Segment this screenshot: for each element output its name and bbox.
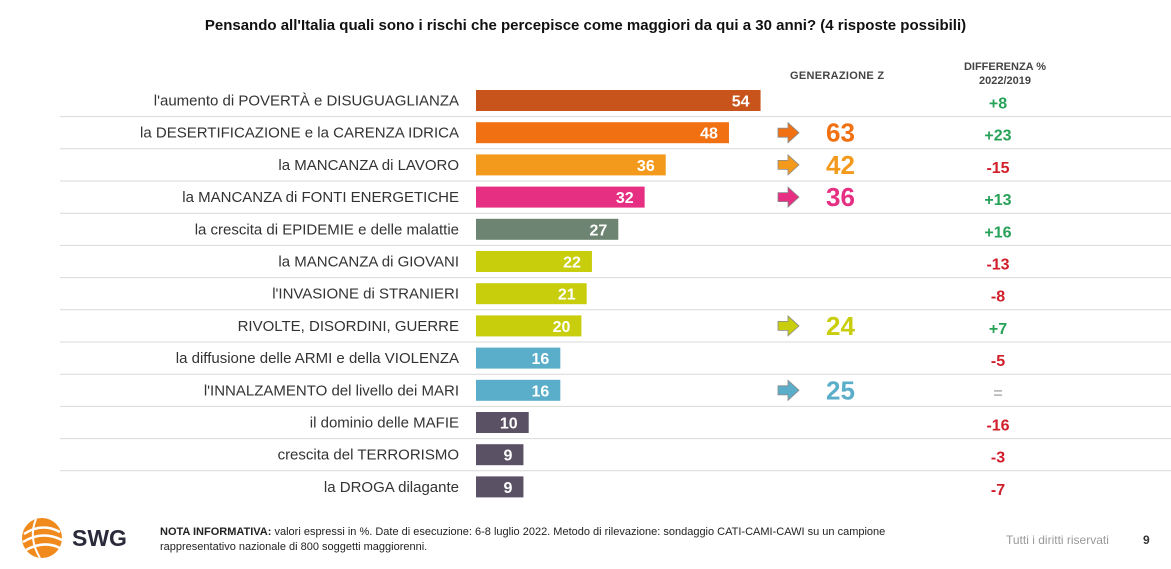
category-label: la DROGA dilagante — [324, 479, 459, 496]
difference-value: -13 — [986, 257, 1009, 274]
difference-value: -7 — [991, 482, 1005, 499]
difference-header-line2: 2022/2019 — [979, 75, 1031, 87]
category-label: la MANCANZA di GIOVANI — [278, 254, 459, 271]
difference-value: -5 — [991, 353, 1005, 370]
rights-text: Tutti i diritti riservati — [1006, 533, 1109, 547]
category-label: l'INVASIONE di STRANIERI — [272, 286, 459, 303]
difference-value: -15 — [986, 160, 1009, 177]
difference-value: +16 — [984, 224, 1011, 241]
arrow-icon — [777, 186, 800, 209]
difference-header-line1: DIFFERENZA % — [963, 61, 1047, 73]
category-label: l'INNALZAMENTO del livello dei MARI — [204, 382, 459, 399]
footer-note-text: valori espressi in %. Date di esecuzione… — [160, 526, 886, 553]
bar-value-label: 36 — [637, 158, 655, 175]
category-label: la crescita di EPIDEMIE e delle malattie — [195, 221, 459, 238]
bar-value-label: 16 — [532, 383, 550, 400]
bar — [476, 218, 619, 240]
bar — [476, 379, 561, 401]
arrow-icon — [777, 314, 800, 337]
generazione-z-value: 24 — [826, 311, 855, 341]
category-label: l'aumento di POVERTÀ e DISUGUAGLIANZA — [154, 93, 459, 110]
bar — [476, 186, 645, 208]
category-label: la diffusione delle ARMI e della VIOLENZ… — [176, 350, 459, 367]
footer-note-title: NOTA INFORMATIVA: — [160, 526, 272, 538]
bar-value-label: 22 — [563, 255, 581, 272]
generazione-z-value: 42 — [826, 150, 855, 180]
category-label: la MANCANZA di FONTI ENERGETICHE — [182, 189, 459, 206]
bar — [476, 444, 524, 466]
category-label: RIVOLTE, DISORDINI, GUERRE — [238, 318, 459, 335]
bar-value-label: 27 — [589, 222, 607, 239]
generazione-z-value: 63 — [826, 118, 855, 148]
difference-value: +8 — [989, 96, 1007, 113]
bar-value-label: 9 — [504, 480, 513, 497]
category-label: la DESERTIFICAZIONE e la CARENZA IDRICA — [140, 125, 459, 142]
difference-value: +13 — [984, 192, 1011, 209]
bar-value-label: 32 — [616, 190, 634, 207]
bar-value-label: 48 — [700, 126, 718, 143]
generazione-z-value: 36 — [826, 182, 855, 212]
difference-value: = — [993, 385, 1002, 402]
bar — [476, 315, 582, 337]
bar — [476, 154, 666, 176]
difference-header: DIFFERENZA % 2022/2019 — [936, 60, 1074, 88]
difference-value: +7 — [989, 321, 1007, 338]
bar — [476, 283, 587, 305]
generazione-z-header: GENERAZIONE Z — [790, 70, 885, 82]
logo-text: SWG — [72, 525, 127, 551]
difference-value: -3 — [991, 450, 1005, 467]
category-label: crescita del TERRORISMO — [278, 447, 459, 464]
category-label: il dominio delle MAFIE — [310, 415, 459, 432]
difference-value: -8 — [991, 289, 1005, 306]
bar — [476, 251, 592, 272]
swg-logo-icon — [22, 518, 63, 559]
page-number: 9 — [1143, 533, 1150, 547]
bar-value-label: 20 — [553, 319, 571, 336]
arrow-icon — [777, 153, 800, 176]
bar-value-label: 9 — [504, 448, 513, 465]
bar — [476, 90, 761, 111]
difference-value: -16 — [986, 418, 1009, 435]
footer-note: NOTA INFORMATIVA: valori espressi in %. … — [160, 525, 960, 555]
bar — [476, 476, 524, 498]
generazione-z-value: 25 — [826, 375, 855, 405]
bar-value-label: 16 — [532, 351, 550, 368]
bar-value-label: 21 — [558, 287, 576, 304]
bar — [476, 412, 529, 433]
bar-value-label: 54 — [732, 94, 750, 111]
bar-chart: l'aumento di POVERTÀ e DISUGUAGLIANZA 54 +… — [60, 90, 1171, 499]
chart-title: Pensando all'Italia quali sono i rischi … — [204, 17, 967, 34]
difference-value: +23 — [984, 128, 1011, 145]
bar — [476, 347, 561, 369]
arrow-icon — [777, 379, 800, 402]
bar-value-label: 10 — [500, 416, 518, 433]
bar — [476, 122, 729, 144]
category-label: la MANCANZA di LAVORO — [278, 157, 459, 174]
arrow-icon — [777, 121, 800, 144]
